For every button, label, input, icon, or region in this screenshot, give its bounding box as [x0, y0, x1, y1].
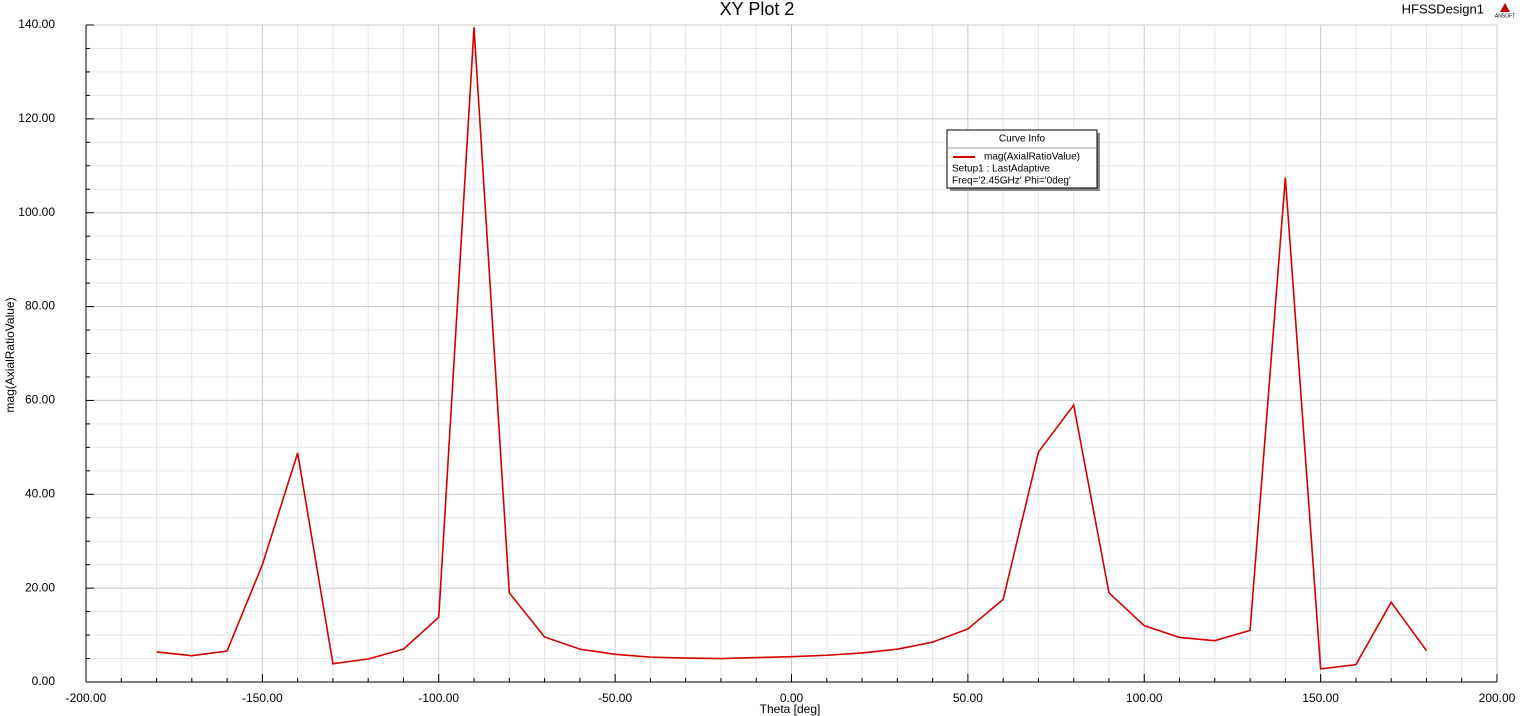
y-tick-label: 60.00: [25, 393, 55, 407]
design-name: HFSSDesign1: [1402, 1, 1484, 16]
y-tick-label: 40.00: [25, 486, 55, 500]
logo-text: ANSOFT: [1495, 13, 1515, 19]
chart-title: XY Plot 2: [720, 0, 795, 19]
legend-detail: Freq='2.45GHz' Phi='0deg': [952, 176, 1071, 187]
y-tick-label: 140.00: [18, 17, 55, 31]
y-tick-label: 20.00: [25, 580, 55, 594]
legend-entry: mag(AxialRatioValue): [984, 152, 1080, 163]
x-tick-label: 150.00: [1302, 691, 1339, 705]
legend-detail: Setup1 : LastAdaptive: [952, 164, 1050, 175]
grid: [85, 24, 1498, 683]
x-tick-label: 100.00: [1126, 691, 1163, 705]
x-tick-label: -150.00: [242, 691, 283, 705]
x-tick-label: 200.00: [1479, 691, 1516, 705]
x-tick-label: -200.00: [66, 691, 107, 705]
x-tick-label: 0.00: [780, 691, 804, 705]
x-tick-label: -100.00: [418, 691, 459, 705]
logo-icon: [1500, 3, 1510, 12]
y-tick-label: 120.00: [18, 111, 55, 125]
y-tick-label: 0.00: [32, 674, 56, 688]
x-tick-label: -50.00: [598, 691, 632, 705]
x-axis-label: Theta [deg]: [760, 702, 821, 716]
y-tick-label: 100.00: [18, 205, 55, 219]
legend-box: [946, 129, 1098, 189]
legend-title: Curve Info: [999, 134, 1046, 145]
series-line: [156, 27, 1428, 670]
y-axis-label: mag(AxialRatioValue): [3, 297, 17, 412]
y-tick-label: 80.00: [25, 299, 55, 313]
x-tick-label: 50.00: [953, 691, 983, 705]
